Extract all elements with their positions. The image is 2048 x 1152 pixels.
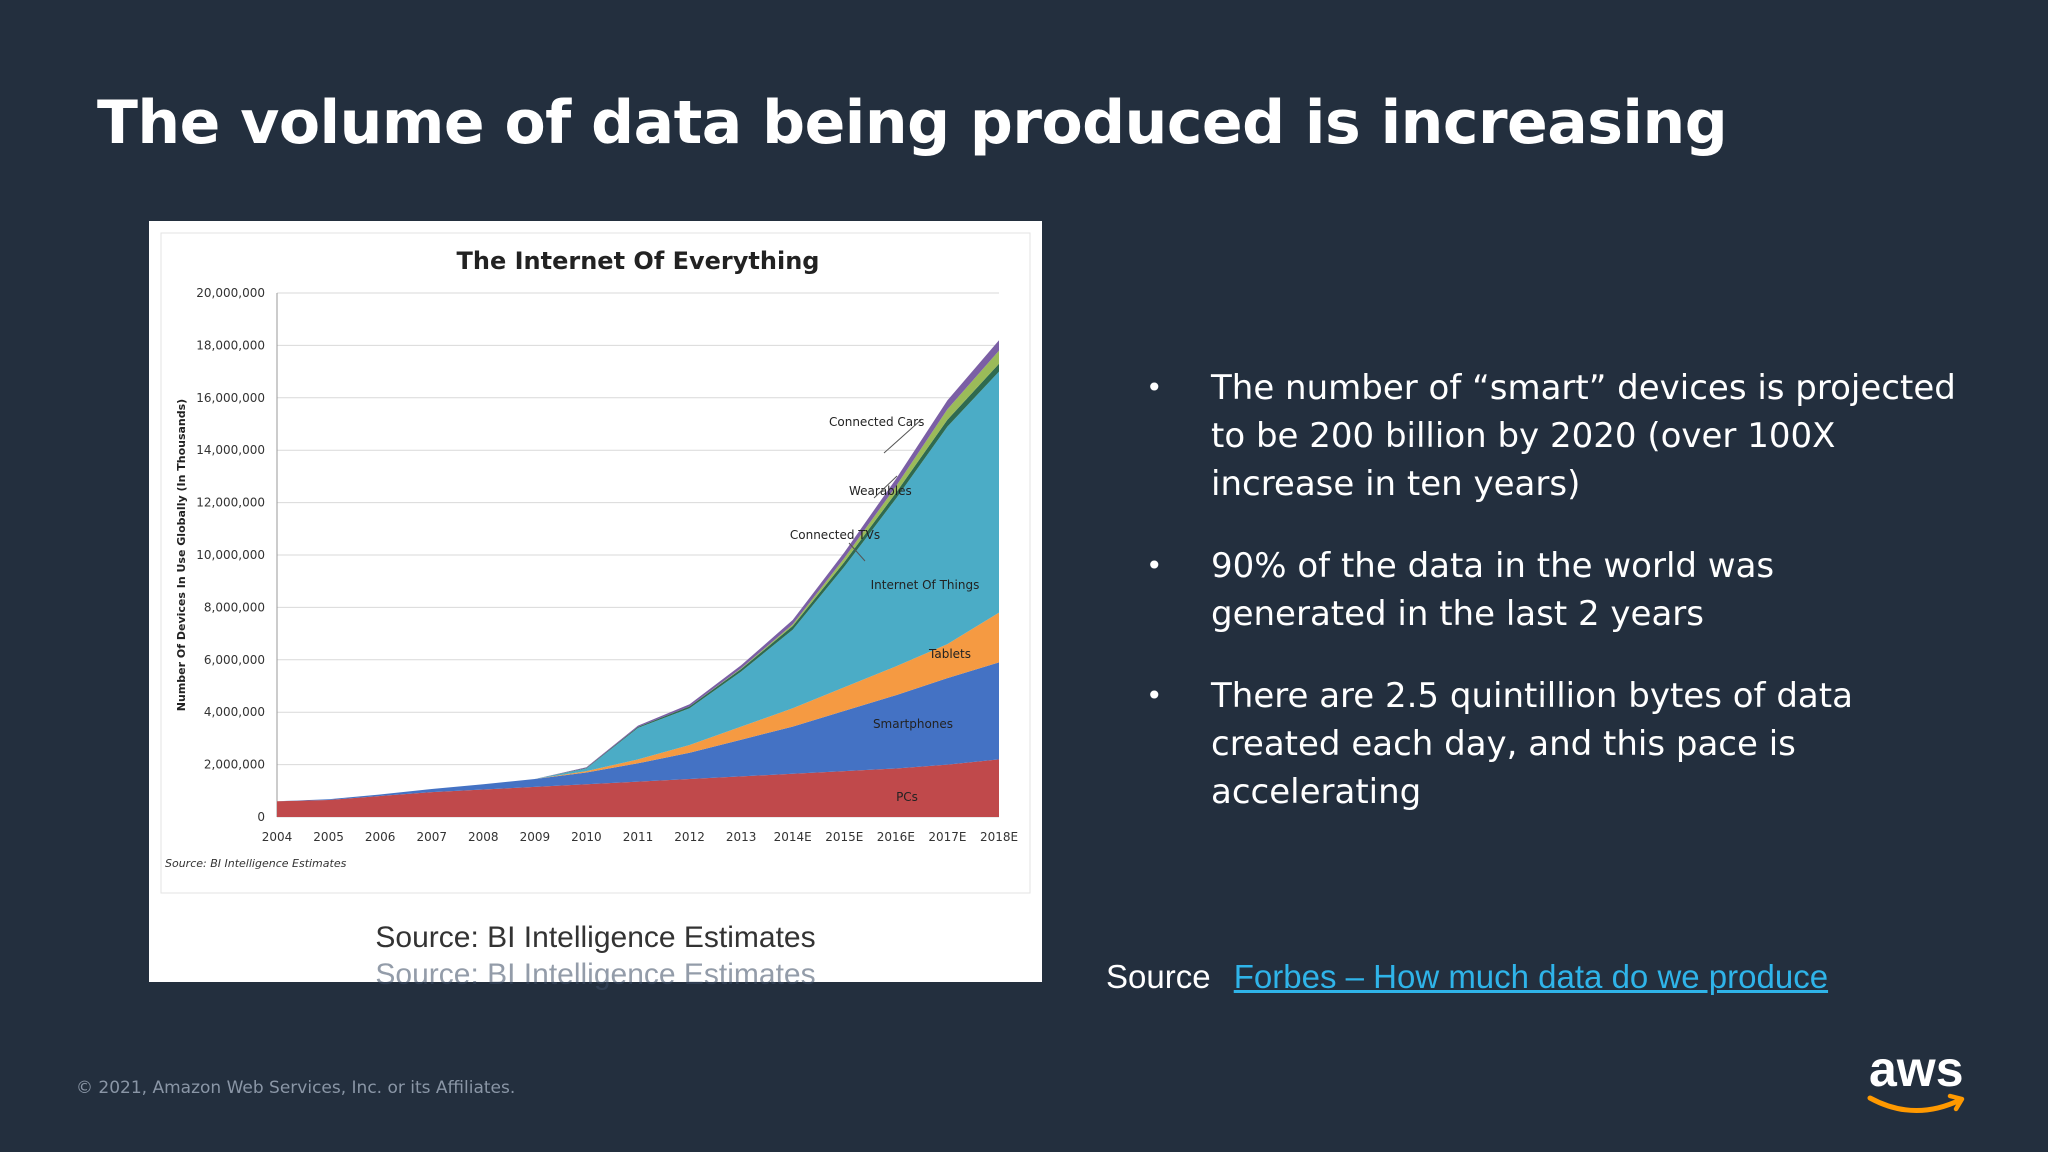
caption-reflection: Source: BI Intelligence Estimates	[375, 958, 816, 991]
area-tablets	[277, 612, 999, 802]
bullet-text: 90% of the data in the world was generat…	[1211, 546, 1775, 634]
y-tick-label: 6,000,000	[204, 653, 265, 667]
x-tick-label: 2010	[571, 830, 602, 844]
leader-line-connected-cars	[883, 418, 923, 454]
bullet-text: There are 2.5 quintillion bytes of data …	[1211, 676, 1853, 812]
chart-frame	[160, 232, 1031, 894]
bullet-dot: •	[1146, 371, 1163, 404]
bullet-dot: •	[1146, 679, 1163, 712]
series-label-internet-of-things: Internet Of Things	[871, 578, 980, 592]
bullet-item: • There are 2.5 quintillion bytes of dat…	[1140, 672, 1960, 816]
y-tick-label: 0	[257, 810, 265, 824]
y-tick-label: 10,000,000	[196, 548, 265, 562]
copyright-notice: © 2021, Amazon Web Services, Inc. or its…	[76, 1078, 516, 1098]
chart-source-note: Source: BI Intelligence Estimates	[165, 857, 347, 870]
leader-line-connected-tvs	[848, 542, 866, 562]
y-tick-label: 4,000,000	[204, 705, 265, 719]
x-tick-label: 2018E	[980, 830, 1018, 844]
source-label: Source	[1106, 958, 1211, 995]
x-tick-label: 2004	[262, 830, 293, 844]
y-tick-label: 2,000,000	[204, 758, 265, 772]
x-tick-label: 2017E	[928, 830, 966, 844]
area-internet-of-things	[277, 371, 999, 802]
series-label-tablets: Tablets	[928, 647, 971, 661]
series-label-pcs: PCs	[896, 790, 918, 804]
slide-title: The volume of data being produced is inc…	[97, 88, 1728, 158]
y-tick-label: 8,000,000	[204, 600, 265, 614]
y-tick-label: 16,000,000	[196, 391, 265, 405]
bullet-item: • The number of “smart” devices is proje…	[1140, 364, 1960, 508]
leader-line-wearables	[873, 475, 898, 499]
aws-logo-text: aws	[1869, 1042, 1964, 1097]
y-tick-label: 20,000,000	[196, 286, 265, 300]
y-tick-label: 12,000,000	[196, 496, 265, 510]
y-tick-label: 18,000,000	[196, 338, 265, 352]
x-tick-label: 2006	[365, 830, 396, 844]
bullet-dot: •	[1146, 549, 1163, 582]
x-tick-label: 2009	[520, 830, 551, 844]
x-tick-label: 2016E	[877, 830, 915, 844]
chart-image: The Internet Of Everything 0 2,000,000 4,00…	[149, 221, 1042, 982]
y-tick-label: 14,000,000	[196, 443, 265, 457]
internet-of-everything-chart: The Internet Of Everything 0 2,000,000 4,00…	[160, 232, 1031, 894]
series-label-smartphones: Smartphones	[873, 717, 953, 731]
source-line: Source Forbes – How much data do we prod…	[1106, 958, 1828, 996]
x-tick-label: 2014E	[774, 830, 812, 844]
bullet-text: The number of “smart” devices is project…	[1211, 368, 1956, 504]
aws-smile-icon	[1867, 1095, 1963, 1113]
series-label-wearables: Wearables	[849, 484, 912, 498]
x-tick-label: 2005	[313, 830, 344, 844]
area-pcs	[277, 759, 999, 817]
x-tick-label: 2013	[726, 830, 757, 844]
aws-arrow-icon	[1947, 1093, 1965, 1112]
x-tick-label: 2008	[468, 830, 499, 844]
series-label-connected-cars: Connected Cars	[829, 415, 924, 429]
x-tick-label: 2011	[623, 830, 654, 844]
x-tick-label: 2007	[416, 830, 447, 844]
x-tick-label: 2015E	[825, 830, 863, 844]
source-link[interactable]: Forbes – How much data do we produce	[1233, 958, 1829, 995]
chart-title: The Internet Of Everything	[457, 247, 820, 275]
x-tick-label: 2012	[674, 830, 705, 844]
bullet-item: • 90% of the data in the world was gener…	[1140, 542, 1960, 638]
chart-image-caption: Source: BI Intelligence Estimates	[375, 921, 816, 954]
area-smartphones	[277, 662, 999, 802]
bullet-list: • The number of “smart” devices is proje…	[1140, 364, 1960, 850]
aws-logo: aws	[1867, 1042, 1965, 1113]
series-label-connected-tvs: Connected TVs	[790, 528, 880, 542]
y-axis-label: Number Of Devices In Use Globally (In Th…	[175, 399, 188, 711]
